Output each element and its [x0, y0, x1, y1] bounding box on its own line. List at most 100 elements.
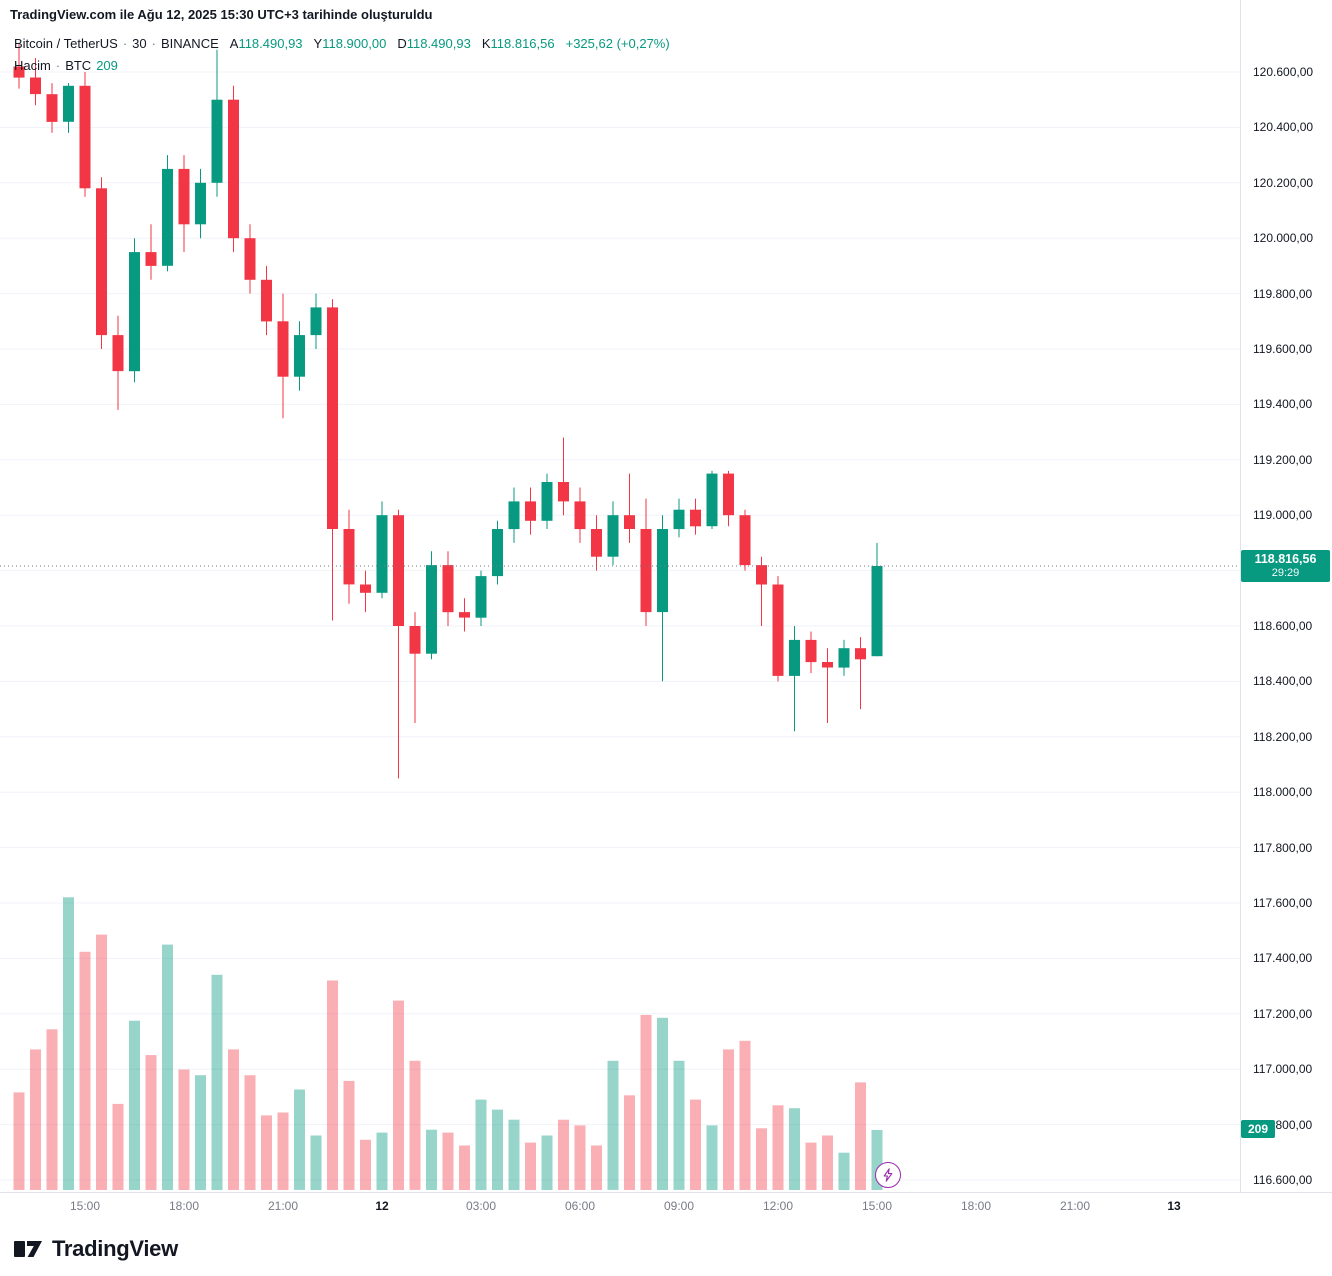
tradingview-wordmark: TradingView: [52, 1236, 178, 1261]
candle-body: [657, 529, 668, 613]
time-tick-label: 21:00: [267, 1199, 299, 1213]
current-price-flag: 118.816,56 29:29: [1241, 550, 1330, 582]
price-tick-label: 117.600,00: [1253, 896, 1313, 910]
candle-body: [112, 335, 124, 372]
volume-bar: [211, 974, 223, 1190]
candle-body: [706, 473, 718, 527]
volume-bar: [376, 1132, 388, 1190]
candle-body: [459, 612, 470, 618]
time-tick-label: 18:00: [168, 1199, 200, 1213]
volume-bar: [228, 1049, 239, 1190]
candle-body: [607, 515, 619, 557]
price-change: +325,62 (+0,27%): [565, 36, 670, 51]
candle-body: [30, 77, 41, 95]
time-tick-label: 15:00: [69, 1199, 101, 1213]
volume-bar: [624, 1095, 635, 1190]
time-tick-label: 12: [375, 1199, 389, 1213]
legend-row-symbol: Bitcoin / TetherUS · 30 · BINANCE A118.4…: [14, 33, 670, 55]
volume-bar: [475, 1099, 487, 1190]
ohlc-high: Y118.900,00: [313, 36, 387, 51]
volume-bar: [574, 1125, 586, 1190]
candle-body: [442, 565, 454, 613]
volume-bar: [822, 1135, 833, 1190]
price-tick-label: 120.200,00: [1253, 175, 1314, 190]
price-tick-label: 117.000,00: [1253, 1062, 1313, 1077]
price-tick-label: 117.400,00: [1253, 951, 1313, 966]
volume-bar: [739, 1040, 751, 1190]
candle-body: [574, 501, 586, 530]
legend-separator: ·: [55, 58, 61, 73]
price-tick-label: 119.800,00: [1253, 286, 1313, 301]
current-volume-flag: 209: [1241, 1120, 1276, 1138]
price-tick-label: 118.000,00: [1253, 785, 1313, 800]
candle-body: [294, 335, 305, 377]
candle-body: [310, 307, 322, 336]
volume-bar: [96, 934, 107, 1190]
candle-body: [327, 307, 338, 529]
time-axis[interactable]: 15:00 18:00 21:00 12 03:00 06:00 09:00 12:00 15:…: [0, 1192, 1332, 1223]
candle-body: [376, 515, 388, 593]
price-axis[interactable]: 120.600,00 120.400,00 120.200,00 120.000,00…: [1240, 0, 1332, 1192]
volume-bar: [640, 1014, 652, 1190]
volume-series: [13, 897, 883, 1190]
candle-body: [393, 515, 404, 626]
candle-body: [343, 529, 355, 585]
volume-bar: [706, 1125, 718, 1190]
candle-body: [360, 584, 371, 593]
candle-body: [96, 188, 107, 336]
volume-study-label[interactable]: Hacim: [14, 58, 51, 73]
price-tick-label: 119.400,00: [1253, 397, 1313, 412]
volume-bar: [426, 1129, 437, 1190]
legend-row-volume: Hacim · BTC 209: [14, 55, 670, 77]
volume-bar: [871, 1130, 883, 1190]
time-tick-label: 15:00: [861, 1199, 893, 1213]
price-tick-label: 119.200,00: [1253, 452, 1313, 467]
candle-body: [723, 473, 734, 516]
tradingview-logo-icon: [14, 1240, 42, 1257]
ohlc-close: K118.816,56: [481, 36, 555, 51]
time-tick-label: 03:00: [465, 1199, 497, 1213]
exchange-name[interactable]: BINANCE: [160, 36, 219, 51]
candle-body: [789, 639, 800, 676]
candle-body: [79, 85, 91, 189]
symbol-name[interactable]: Bitcoin / TetherUS: [14, 36, 118, 51]
candle-body: [508, 501, 520, 530]
candle-body: [178, 168, 190, 225]
volume-bar: [30, 1049, 41, 1190]
candle-body: [624, 515, 635, 529]
candle-body: [591, 529, 602, 557]
time-tick-label: 06:00: [564, 1199, 596, 1213]
volume-bar: [525, 1142, 536, 1190]
tradingview-logo[interactable]: TradingView: [14, 1236, 178, 1262]
candle-body: [162, 168, 173, 266]
volume-bar: [360, 1139, 371, 1190]
chart-legend: Bitcoin / TetherUS · 30 · BINANCE A118.4…: [14, 33, 670, 77]
interval-value[interactable]: 30: [132, 36, 147, 51]
candle-body: [409, 626, 421, 654]
candle-body: [211, 99, 223, 183]
candle-body: [195, 182, 206, 225]
candle-body: [261, 279, 272, 322]
volume-bar: [690, 1099, 701, 1190]
time-tick-label: 18:00: [960, 1199, 992, 1213]
price-tick-label: 120.000,00: [1253, 231, 1314, 246]
volume-bar: [393, 1000, 404, 1190]
volume-bar: [261, 1115, 272, 1190]
volume-bar: [162, 944, 173, 1190]
volume-bar: [855, 1082, 866, 1190]
candle-body: [492, 529, 503, 577]
volume-bar: [46, 1029, 58, 1190]
candle-body: [822, 662, 833, 668]
candle-body: [805, 639, 817, 663]
instant-trading-marker[interactable]: [875, 1162, 901, 1188]
candle-body: [525, 501, 536, 521]
candle-body: [228, 99, 239, 239]
volume-bar: [13, 1092, 25, 1190]
candle-body: [558, 482, 569, 502]
volume-bar: [607, 1060, 619, 1190]
volume-current-value: 209: [96, 58, 118, 73]
ohlc-low: D118.490,93: [397, 36, 471, 51]
volume-bar: [459, 1145, 470, 1190]
